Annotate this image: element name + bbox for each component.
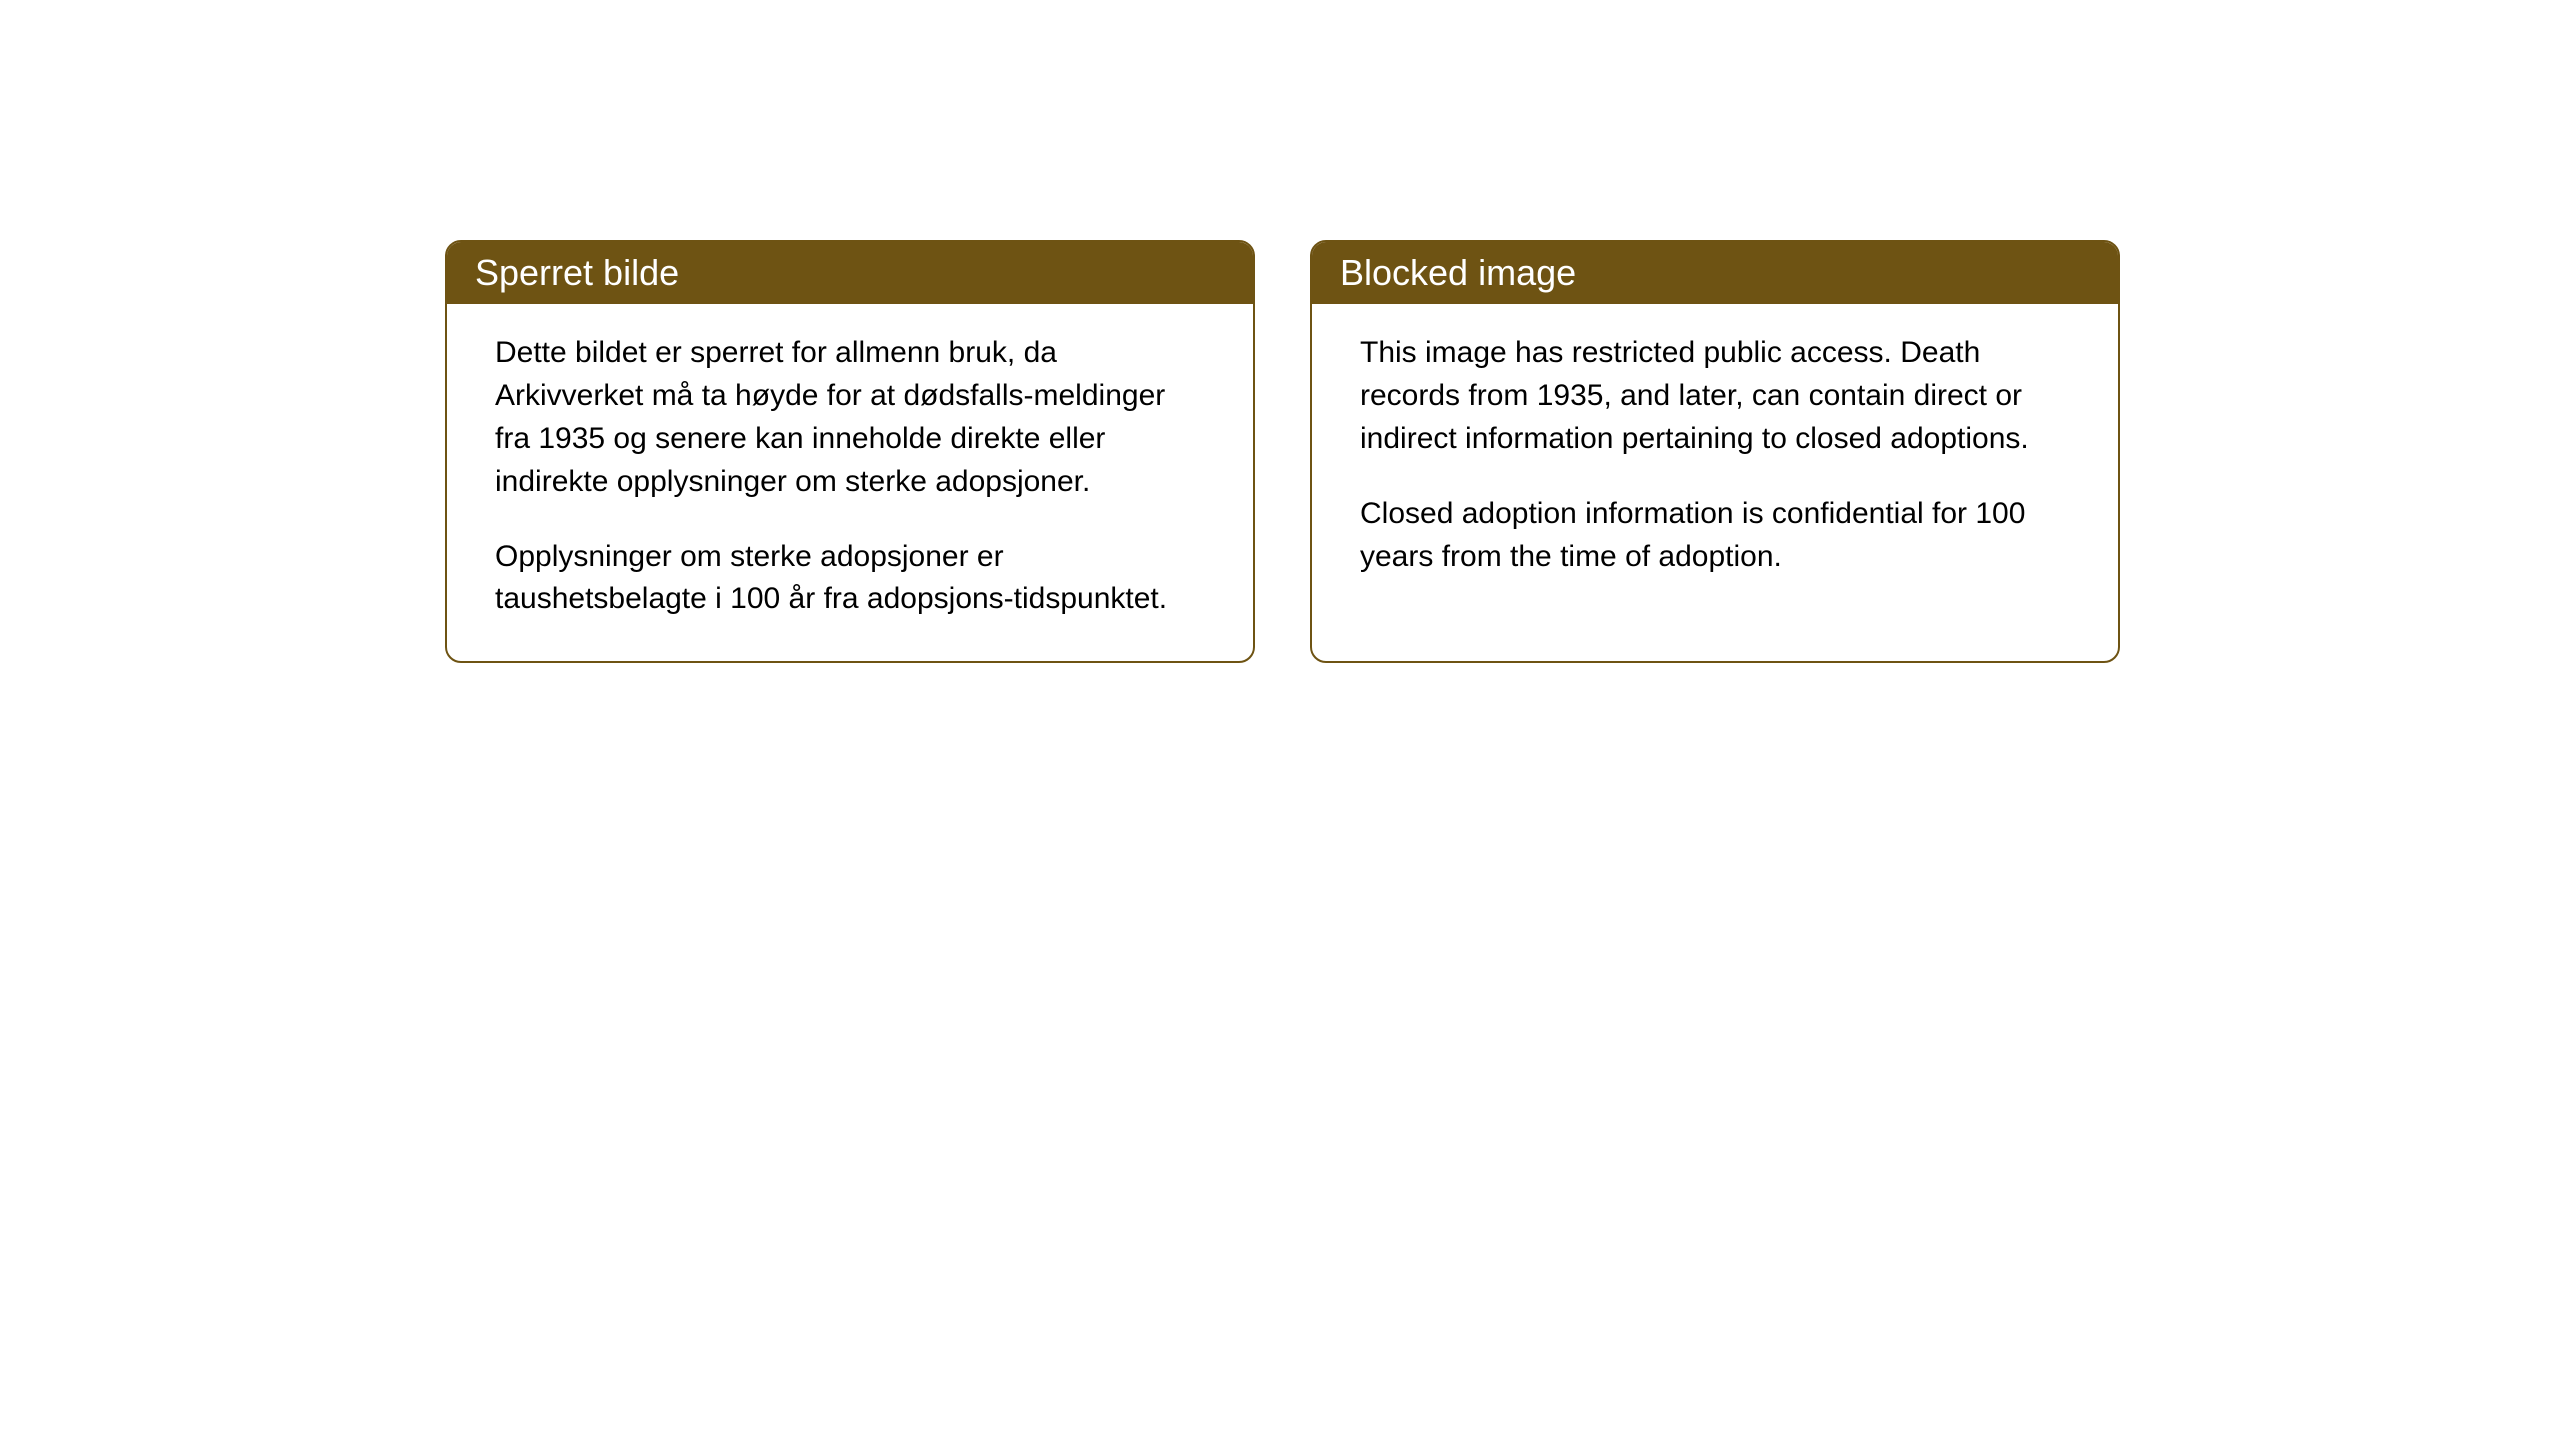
card-title: Blocked image — [1340, 252, 1576, 293]
card-body-norwegian: Dette bildet er sperret for allmenn bruk… — [447, 304, 1253, 661]
notice-card-norwegian: Sperret bilde Dette bildet er sperret fo… — [445, 240, 1255, 663]
card-header-norwegian: Sperret bilde — [447, 242, 1253, 304]
card-paragraph: Opplysninger om sterke adopsjoner er tau… — [495, 536, 1205, 622]
card-paragraph: Dette bildet er sperret for allmenn bruk… — [495, 332, 1205, 504]
card-title: Sperret bilde — [475, 252, 679, 293]
card-header-english: Blocked image — [1312, 242, 2118, 304]
card-body-english: This image has restricted public access.… — [1312, 304, 2118, 618]
card-paragraph: Closed adoption information is confident… — [1360, 493, 2070, 579]
card-paragraph: This image has restricted public access.… — [1360, 332, 2070, 461]
notice-cards-container: Sperret bilde Dette bildet er sperret fo… — [445, 240, 2120, 663]
notice-card-english: Blocked image This image has restricted … — [1310, 240, 2120, 663]
